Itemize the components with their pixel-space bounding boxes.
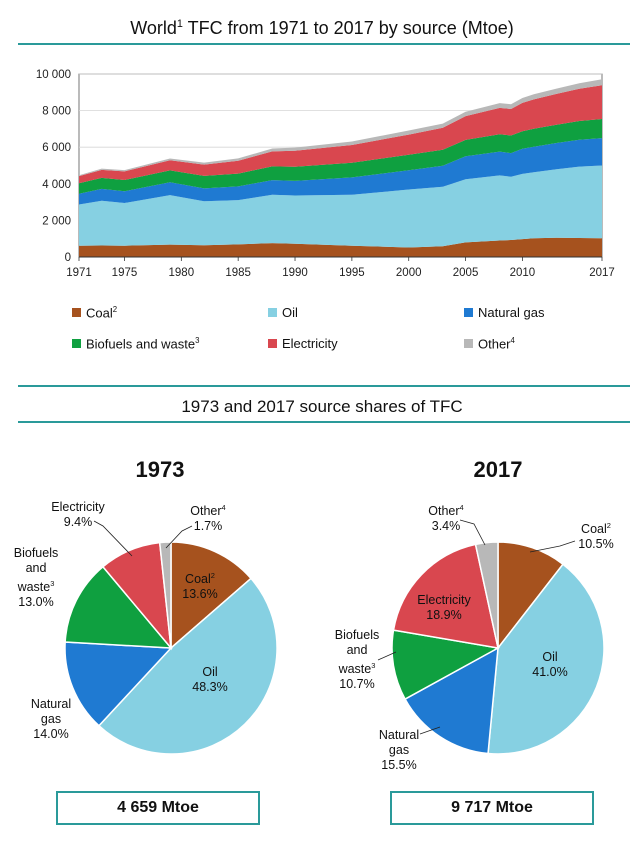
area-layers xyxy=(79,79,602,257)
stacked-area-chart: 10 000 8 000 6 000 4 000 2 000 0 1971 1975 1980 1… xyxy=(36,69,615,279)
pie-slice-natural-gas xyxy=(64,641,173,727)
area-series-biofuels-and-waste xyxy=(79,119,602,194)
title-rule xyxy=(18,43,630,45)
natural-gas-swatch xyxy=(464,308,473,317)
y-tick-label: 4 000 xyxy=(42,179,71,191)
area-series-electricity xyxy=(79,85,602,184)
pie-2017-label-electricity: Electricity 18.9% xyxy=(417,593,471,622)
legend-item-other: Other4 xyxy=(464,336,515,351)
pie-2017-label-other: Other4 3.4% xyxy=(428,503,464,534)
footnote-text-fragment xyxy=(110,834,540,840)
pie-slice-coal xyxy=(170,541,253,650)
pie-slice-other xyxy=(474,541,499,649)
pie-slice-natural-gas xyxy=(404,646,499,755)
pie-slice-oil xyxy=(97,577,278,755)
x-tick-label: 1975 xyxy=(112,267,138,279)
pie-1973-year: 1973 xyxy=(135,457,185,482)
pie-1973-label-natural-gas: Natural gas 14.0% xyxy=(30,697,72,741)
leader-2017-bio xyxy=(377,651,397,661)
y-tick-label: 2 000 xyxy=(42,215,71,227)
legend-item-electricity: Electricity xyxy=(268,336,338,351)
leader-2017-coal xyxy=(529,540,576,553)
pie-2017-label-biofuels: Biofuels and waste3 10.7% xyxy=(334,628,380,692)
axes: 10 000 8 000 6 000 4 000 2 000 0 1971 1975 1980 1… xyxy=(36,69,615,279)
x-tick-label: 2005 xyxy=(453,267,479,279)
x-tick-label: 1980 xyxy=(169,267,195,279)
section-rule-bottom xyxy=(18,421,630,423)
y-tick-label: 6 000 xyxy=(42,142,71,154)
leader-2017-other xyxy=(459,519,486,546)
pie-2017-total: 9 717 Mtoe xyxy=(390,791,594,825)
pie-slice-biofuels-and-waste xyxy=(391,629,501,701)
pie-2017 xyxy=(391,541,605,755)
coal-swatch xyxy=(72,308,81,318)
pie-2017-label-natural-gas: Natural gas 15.5% xyxy=(378,728,420,772)
pie-2017-label-coal: Coal2 10.5% xyxy=(578,521,614,552)
x-tick-label: 1995 xyxy=(339,267,365,279)
y-tick-label: 10 000 xyxy=(36,69,71,81)
other-swatch xyxy=(464,339,473,349)
pie-1973-label-oil: Oil 48.3% xyxy=(192,665,228,694)
x-tick-label: 1985 xyxy=(225,267,251,279)
pie-section-title: 1973 and 2017 source shares of TFC xyxy=(181,397,463,416)
pie-slice-electricity xyxy=(392,543,499,649)
x-tick-label: 1971 xyxy=(66,267,92,279)
legend-item-biofuels: Biofuels and waste3 xyxy=(72,336,199,351)
pie-1973 xyxy=(64,541,278,755)
pie-1973-label-other: Other4 1.7% xyxy=(190,503,226,534)
leader-2017-gas xyxy=(419,726,441,735)
pie-slice-biofuels-and-waste xyxy=(64,565,173,649)
y-tick-label: 0 xyxy=(65,252,71,264)
x-tick-label: 2000 xyxy=(396,267,422,279)
legend-item-oil: Oil xyxy=(268,305,298,320)
pie-slice-other xyxy=(158,541,172,649)
electricity-swatch xyxy=(268,339,277,348)
pie-1973-label-electricity: Electricity 9.4% xyxy=(51,500,105,529)
leader-1973-electricity xyxy=(93,520,133,557)
area-series-oil xyxy=(79,165,602,248)
biofuels-swatch xyxy=(72,339,81,349)
area-series-coal xyxy=(79,237,602,257)
pie-slice-oil xyxy=(487,563,605,755)
pie-1973-label-coal: Coal2 13.6% xyxy=(182,571,218,602)
pie-slice-coal xyxy=(497,541,565,651)
leader-lines xyxy=(93,519,576,735)
legend-item-coal: Coal2 xyxy=(72,305,117,320)
pie-1973-total: 4 659 Mtoe xyxy=(56,791,260,825)
section-rule-top xyxy=(18,385,630,387)
pie-2017-year: 2017 xyxy=(473,457,523,482)
legend-item-natural-gas: Natural gas xyxy=(464,305,544,320)
x-tick-label: 1990 xyxy=(282,267,308,279)
y-tick-label: 8 000 xyxy=(42,106,71,118)
x-tick-label: 2010 xyxy=(510,267,536,279)
x-tick-label: 2017 xyxy=(589,267,615,279)
area-series-natural-gas xyxy=(79,138,602,205)
leader-1973-other xyxy=(165,525,193,549)
pie-1973-label-biofuels: Biofuels and waste3 13.0% xyxy=(13,546,59,610)
area-chart-title: World1 TFC from 1971 to 2017 by source (… xyxy=(130,18,514,38)
pie-2017-label-oil: Oil 41.0% xyxy=(532,650,568,679)
oil-swatch xyxy=(268,308,277,317)
